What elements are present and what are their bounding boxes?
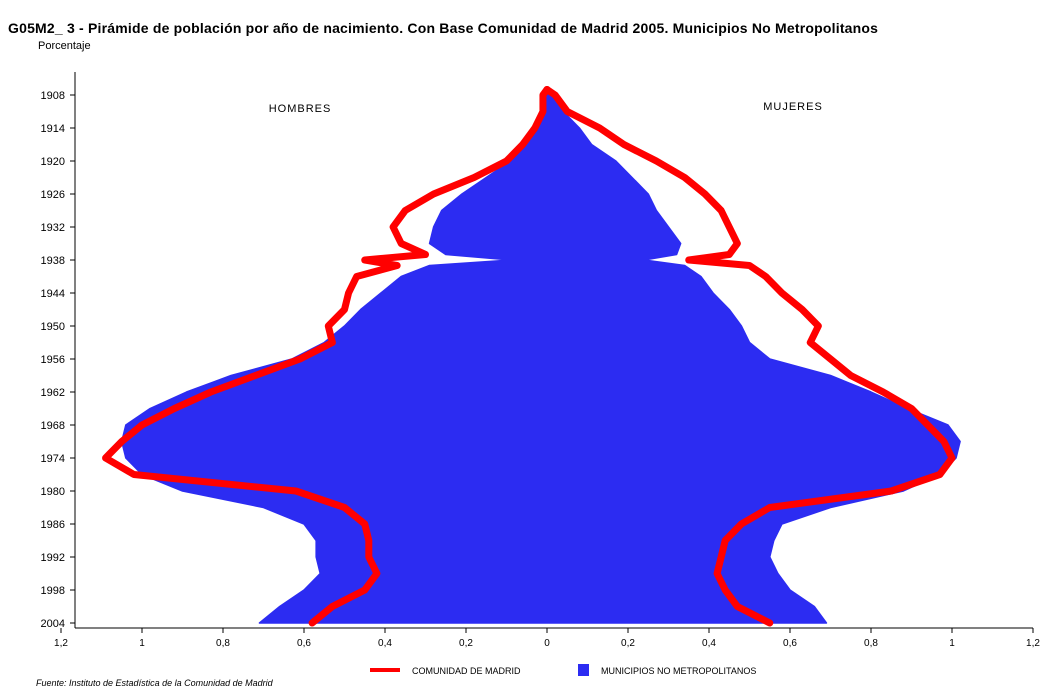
- x-tick-label: 0,8: [864, 638, 878, 649]
- chart-title: G05M2_ 3 - Pirámide de población por año…: [8, 20, 879, 36]
- y-tick-label: 1944: [41, 288, 65, 300]
- x-tick-label: 1: [139, 638, 145, 649]
- y-tick-label: 1920: [41, 156, 65, 168]
- y-tick-label: 1998: [41, 585, 65, 597]
- x-tick-label: 0,8: [216, 638, 230, 649]
- x-tick-label: 0,2: [459, 638, 473, 649]
- y-tick-label: 1956: [41, 354, 65, 366]
- y-tick-label: 1908: [41, 90, 65, 102]
- x-tick-label: 1: [949, 638, 955, 649]
- x-tick-label: 0: [544, 638, 550, 649]
- x-tick-label: 1,2: [54, 638, 68, 649]
- series-line-comunidad-mujeres: [543, 86, 956, 627]
- legend-label-comunidad: COMUNIDAD DE MADRID: [412, 666, 521, 676]
- legend-label-municipios: MUNICIPIOS NO METROPOLITANOS: [601, 666, 756, 676]
- y-tick-label: 1950: [41, 321, 65, 333]
- y-tick-label: 2004: [41, 618, 65, 630]
- hombres-label: HOMBRES: [269, 103, 332, 115]
- series-line-comunidad-hombres: [102, 86, 551, 627]
- legend: COMUNIDAD DE MADRID MUNICIPIOS NO METROP…: [370, 664, 756, 676]
- x-tick-label: 0,4: [378, 638, 392, 649]
- x-tick-label: 0,2: [621, 638, 635, 649]
- x-tick-label: 1,2: [1026, 638, 1040, 649]
- y-tick-label: 1914: [41, 123, 65, 135]
- y-tick-label: 1974: [41, 453, 65, 465]
- y-tick-label: 1968: [41, 420, 65, 432]
- y-tick-label: 1938: [41, 255, 65, 267]
- y-tick-label: 1992: [41, 552, 65, 564]
- source-note: Fuente: Instituto de Estadística de la C…: [36, 678, 273, 688]
- x-tick-label: 0,6: [297, 638, 311, 649]
- y-tick-label: 1932: [41, 222, 65, 234]
- y-tick-label: 1986: [41, 519, 65, 531]
- unit-label: Porcentaje: [38, 40, 91, 52]
- x-tick-label: 0,4: [702, 638, 716, 649]
- series-area-municipios: [121, 88, 961, 624]
- x-tick-label: 0,6: [783, 638, 797, 649]
- y-tick-label: 1926: [41, 189, 65, 201]
- y-tick-label: 1962: [41, 387, 65, 399]
- y-tick-label: 1980: [41, 486, 65, 498]
- legend-swatch-municipios: [578, 664, 589, 676]
- mujeres-label: MUJERES: [763, 101, 823, 113]
